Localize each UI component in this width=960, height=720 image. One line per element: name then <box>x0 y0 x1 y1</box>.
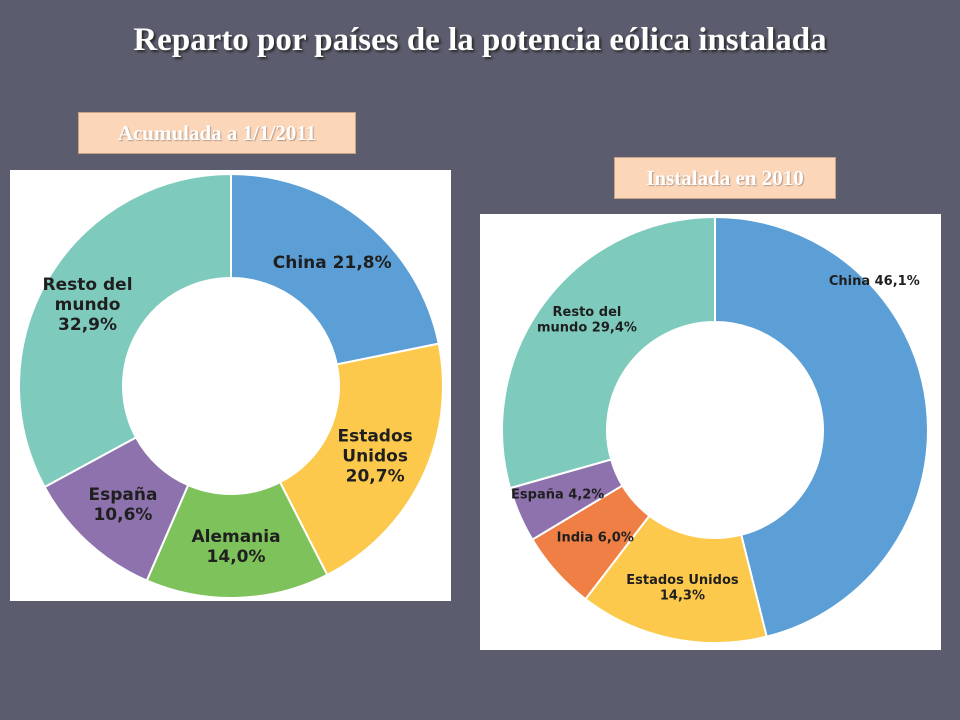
chart1-slice-alemania <box>145 480 329 599</box>
chart1-slice-china <box>230 172 440 366</box>
chart1-donut: China 21,8% Estados Unidos 20,7% Alemania 14,… <box>18 172 444 599</box>
chart2-label-espana: España 4,2% <box>511 487 604 502</box>
chart1-label-china: China 21,8% <box>273 253 392 273</box>
chart1-label-estados-unidos: Estados Unidos 20,7% <box>337 426 412 486</box>
chart1-label-resto-del-mundo: Resto del mundo 32,9% <box>43 275 133 335</box>
chart1-label-alemania: Alemania 14,0% <box>191 527 280 567</box>
chart1-label-espana: España 10,6% <box>88 485 157 525</box>
chart2-label-china: China 46,1% <box>829 274 920 289</box>
chart2-donut: China 46,1% Estados Unidos 14,3% India 6,0%… <box>501 215 929 644</box>
chart1-slice-resto-del-mundo <box>18 172 232 489</box>
chart2-label-resto-del-mundo: Resto del mundo 29,4% <box>537 305 637 335</box>
chart1-slice-estados-unidos <box>278 342 444 577</box>
chart2-panel: China 46,1% Estados Unidos 14,3% India 6,0%… <box>480 214 941 650</box>
chart2-slice-resto-del-mundo <box>501 215 716 490</box>
chart2-label-estados-unidos: Estados Unidos 14,3% <box>626 573 739 603</box>
chart1-subtitle: Acumulada a 1/1/2011 <box>78 112 356 154</box>
chart2-slice-china <box>714 215 929 638</box>
chart1-panel: China 21,8% Estados Unidos 20,7% Alemania 14,… <box>10 170 451 601</box>
chart2-subtitle: Instalada en 2010 <box>614 157 836 199</box>
page-title: Reparto por países de la potencia eólica… <box>133 22 827 58</box>
chart2-label-india: India 6,0% <box>557 530 634 545</box>
